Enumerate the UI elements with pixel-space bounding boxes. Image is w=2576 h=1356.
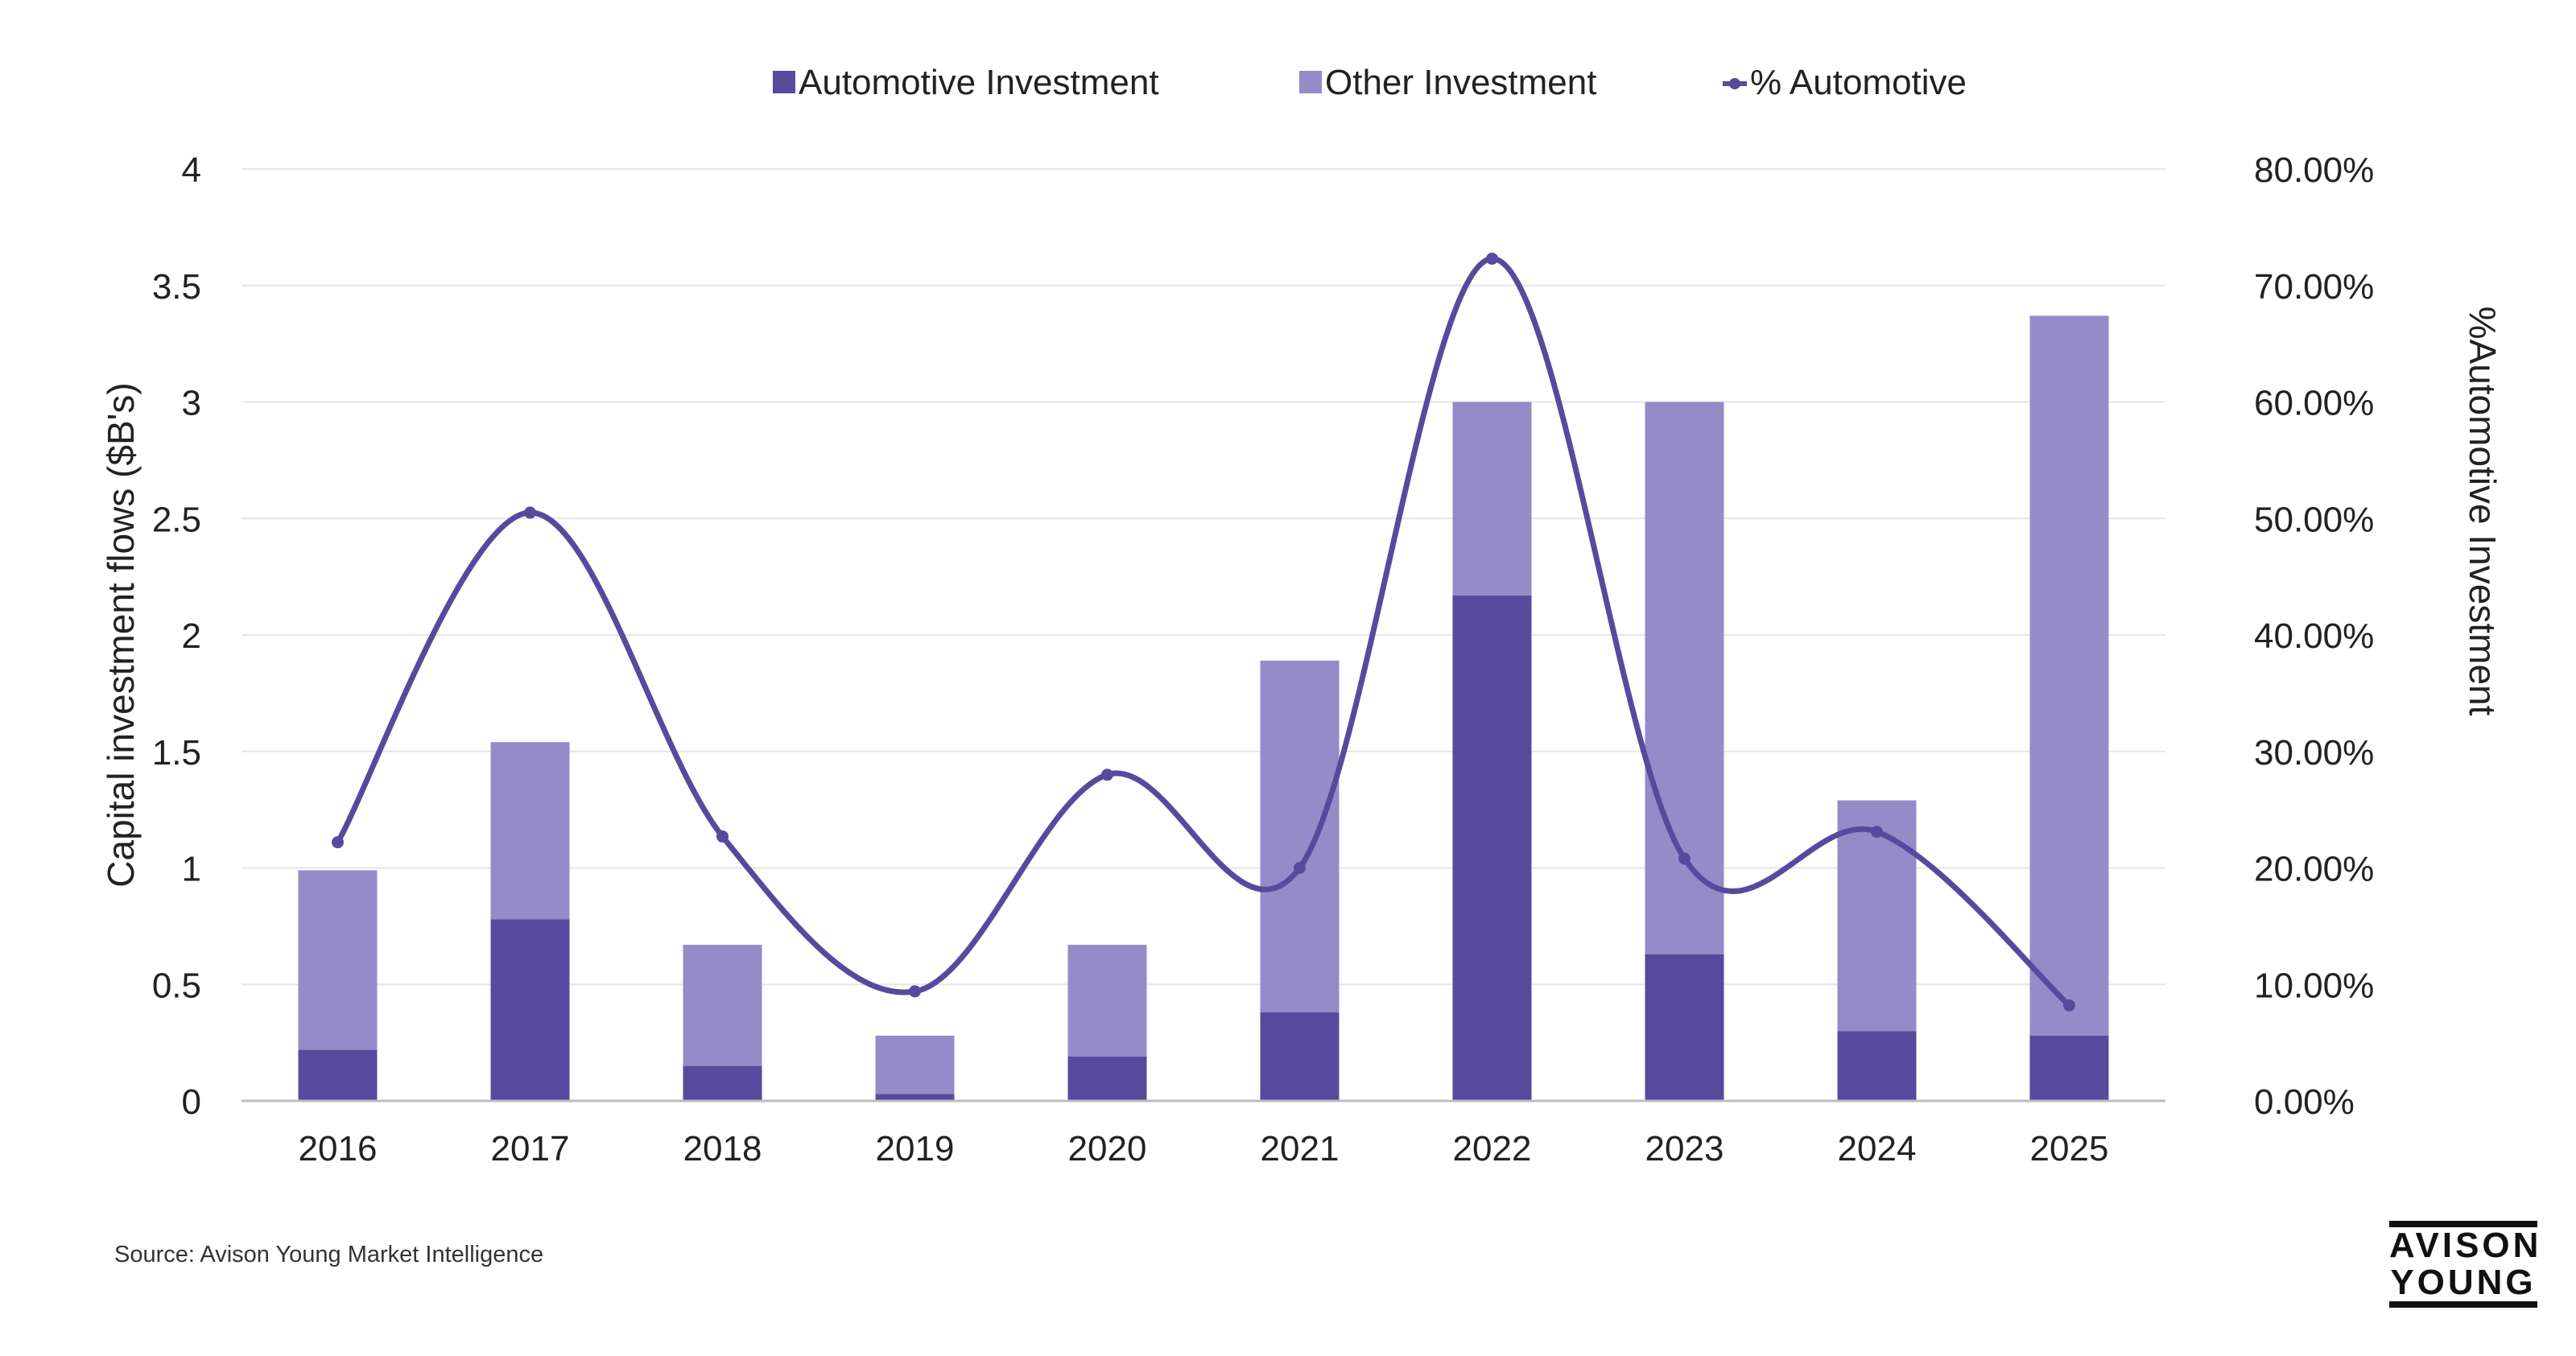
y2-tick-label: 70.00% xyxy=(2254,267,2374,307)
bar-other-investment xyxy=(490,742,570,920)
logo-top-rule xyxy=(2389,1221,2537,1227)
y-tick-label: 1 xyxy=(182,850,201,889)
bar-other-investment xyxy=(875,1035,955,1094)
y2-tick-label: 20.00% xyxy=(2254,850,2374,889)
logo-line-2: YOUNG xyxy=(2390,1263,2537,1302)
bar-other-investment xyxy=(2029,315,2109,1036)
legend-label-other-investment: Other Investment xyxy=(1325,63,1596,102)
bar-other-investment xyxy=(683,945,762,1066)
bar-other-investment xyxy=(1452,402,1532,596)
line-point xyxy=(524,506,536,519)
line-point xyxy=(1871,826,1883,839)
legend-label-pct-automotive: % Automotive xyxy=(1750,63,1967,102)
line-point xyxy=(2063,999,2075,1012)
x-tick-label: 2022 xyxy=(1453,1129,1532,1168)
bar-automotive-investment xyxy=(1452,595,1532,1101)
legend-label-automotive-investment: Automotive Investment xyxy=(799,63,1159,102)
bar-other-investment xyxy=(1260,660,1340,1012)
line-point xyxy=(1678,852,1690,865)
legend-swatch-other-investment xyxy=(1299,71,1322,93)
bar-automotive-investment xyxy=(875,1094,955,1101)
y-tick-label: 0 xyxy=(182,1082,201,1122)
line-pct-automotive xyxy=(335,255,2071,1008)
x-tick-label: 2023 xyxy=(1645,1129,1724,1168)
bar-automotive-investment xyxy=(1067,1056,1147,1101)
y2-tick-label: 60.00% xyxy=(2254,384,2374,423)
y2-tick-label: 40.00% xyxy=(2254,616,2374,656)
y-tick-label: 3 xyxy=(182,384,201,423)
source-note: Source: Avison Young Market Intelligence xyxy=(114,1242,544,1267)
x-tick-label: 2019 xyxy=(876,1129,955,1168)
x-tick-label: 2018 xyxy=(683,1129,762,1168)
y-tick-label: 0.5 xyxy=(152,966,201,1005)
y-tick-label: 2 xyxy=(182,616,201,656)
y-tick-label: 2.5 xyxy=(152,500,201,539)
x-tick-label: 2016 xyxy=(299,1129,378,1168)
x-tick-label: 2020 xyxy=(1068,1129,1147,1168)
y-axis-title: Capital investment flows ($B's) xyxy=(100,382,142,887)
legend-swatch-marker xyxy=(1729,78,1740,89)
legend-swatch-automotive-investment xyxy=(773,71,795,93)
y2-axis-title: %Automotive Investment xyxy=(2462,307,2504,716)
line-point xyxy=(1294,862,1306,874)
y2-tick-label: 30.00% xyxy=(2254,733,2374,773)
bar-automotive-investment xyxy=(490,919,570,1101)
line-point xyxy=(1486,252,1498,265)
bar-other-investment xyxy=(298,870,378,1050)
bar-automotive-investment xyxy=(298,1049,378,1101)
y-tick-label: 3.5 xyxy=(152,267,201,307)
line-point xyxy=(909,985,921,998)
y-tick-label: 1.5 xyxy=(152,733,201,773)
line-point xyxy=(332,836,344,849)
line-point xyxy=(716,830,729,843)
bar-automotive-investment xyxy=(1837,1031,1917,1101)
y2-tick-label: 80.00% xyxy=(2254,150,2374,190)
line-point xyxy=(1101,769,1113,781)
brand-logo: AVISON YOUNG xyxy=(2389,1221,2542,1314)
y2-tick-label: 0.00% xyxy=(2254,1082,2355,1122)
x-tick-label: 2024 xyxy=(1838,1129,1917,1168)
bar-automotive-investment xyxy=(2029,1035,2109,1101)
y-tick-label: 4 xyxy=(182,150,201,190)
x-tick-label: 2025 xyxy=(2030,1129,2109,1168)
x-tick-label: 2021 xyxy=(1261,1129,1340,1168)
y2-tick-label: 10.00% xyxy=(2254,966,2374,1005)
bar-automotive-investment xyxy=(1260,1012,1340,1101)
x-tick-label: 2017 xyxy=(491,1129,570,1168)
bar-automotive-investment xyxy=(683,1065,762,1101)
logo-bottom-rule xyxy=(2389,1301,2537,1308)
y2-tick-label: 50.00% xyxy=(2254,500,2374,539)
bar-other-investment xyxy=(1645,402,1724,954)
bar-automotive-investment xyxy=(1645,954,1724,1101)
bar-other-investment xyxy=(1837,800,1917,1032)
bar-other-investment xyxy=(1067,945,1147,1057)
logo-line-1: AVISON xyxy=(2389,1226,2542,1265)
